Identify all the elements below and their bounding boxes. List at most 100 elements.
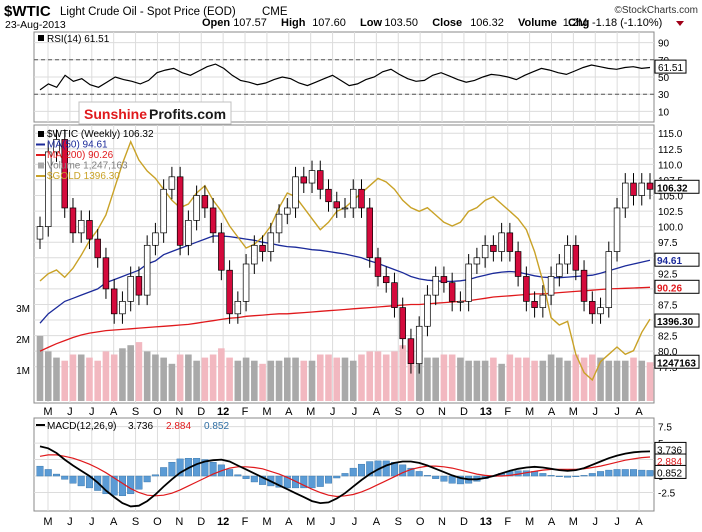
price-legend-item: $WTIC (Weekly) 106.32 xyxy=(47,129,154,140)
x-label-J: J xyxy=(352,406,358,418)
volume-bar xyxy=(589,354,596,401)
macd-hist-bar xyxy=(52,473,60,477)
candle-body xyxy=(605,251,613,308)
x-label-S: S xyxy=(395,516,402,528)
price-tick-label: 102.5 xyxy=(658,207,683,218)
rsi-tick-label: 50 xyxy=(658,73,670,84)
macd-hist-bar xyxy=(621,469,629,477)
volume-tick-label: 1M xyxy=(16,366,30,377)
volume-bars xyxy=(36,335,654,401)
candle-body xyxy=(135,276,143,296)
macd-hist-bar xyxy=(423,475,431,477)
volume-bar xyxy=(86,357,93,401)
macd-hist-bar xyxy=(102,475,110,495)
candles xyxy=(36,129,654,374)
macd-hist-bar xyxy=(555,475,563,477)
macd-hist-bar xyxy=(613,469,621,477)
candle-body xyxy=(366,207,373,259)
macd-tick-label: 7.5 xyxy=(658,423,672,434)
macd-hist-bar xyxy=(572,475,580,477)
macd-hist-bar xyxy=(646,470,654,477)
volume-bar xyxy=(94,360,101,401)
macd-line xyxy=(39,445,651,508)
volume-bar xyxy=(490,357,497,401)
candle-body xyxy=(556,263,563,277)
candle-body xyxy=(61,139,68,209)
candle-body xyxy=(102,257,110,290)
volume-bar xyxy=(152,354,159,401)
price-tick-label: 100.0 xyxy=(658,223,683,234)
macd-hist-bar xyxy=(160,467,168,477)
chart-description: Light Crude Oil - Spot Price (EOD) xyxy=(60,6,236,18)
x-label-M: M xyxy=(306,516,315,528)
macd-hist-bar xyxy=(176,458,184,477)
candle-body xyxy=(374,257,382,277)
macd-hist-bar xyxy=(259,475,267,485)
ohlc-volume-value: 1.2M xyxy=(563,17,587,29)
rsi-legend: RSI(14) 61.51 xyxy=(47,34,110,45)
volume-bar xyxy=(556,357,563,401)
candle-body xyxy=(465,263,472,302)
volume-legend-marker xyxy=(38,162,44,169)
x-label-J: J xyxy=(330,406,336,418)
volume-bar xyxy=(531,360,538,401)
macd-hist-bar xyxy=(168,461,176,477)
macd-hist-bar xyxy=(448,475,456,484)
x-label-A: A xyxy=(373,516,381,528)
volume-bar xyxy=(102,351,110,401)
x-label-J: J xyxy=(593,406,599,418)
volume-tick-label: 3M xyxy=(16,304,30,315)
volume-bar xyxy=(391,351,398,401)
macd-hist-bar xyxy=(341,473,349,477)
macd-hist-bar xyxy=(226,469,234,477)
x-label-D: D xyxy=(460,516,468,528)
x-label-J: J xyxy=(614,406,620,418)
macd-hist-bar xyxy=(300,475,308,489)
rsi-tag-box xyxy=(654,59,687,74)
ohlc-bar: Open 107.57 High 107.60 Low 103.50 Close 106.32… xyxy=(202,17,684,29)
chg-down-arrow-icon xyxy=(676,21,684,26)
x-label-M: M xyxy=(306,406,315,418)
volume-bar xyxy=(366,351,374,401)
gold-tag-box xyxy=(654,313,700,328)
candle-body xyxy=(119,301,126,315)
price-tick-label: 87.5 xyxy=(658,300,678,311)
price-tags: 106.32 94.61 90.26 1396.30 1247163 xyxy=(654,179,700,369)
volume-bar xyxy=(77,354,85,401)
candle-body xyxy=(36,226,44,240)
macd-hist-bar xyxy=(283,475,291,489)
x-label-O: O xyxy=(153,516,162,528)
candle-body xyxy=(168,176,176,190)
volume-bar xyxy=(226,357,233,401)
macd-hist-bar xyxy=(456,475,464,485)
x-label-D: D xyxy=(197,406,205,418)
volume-tick-label: 2M xyxy=(16,335,30,346)
candle-body xyxy=(572,244,580,271)
chart-symbol: $WTIC xyxy=(4,3,51,20)
volume-bar xyxy=(564,360,571,401)
macd-legend-value: 0.852 xyxy=(204,421,229,432)
volume-bar xyxy=(201,357,209,401)
macd-hist-bar xyxy=(69,475,77,484)
volume-bar xyxy=(514,357,522,401)
volume-bar xyxy=(284,357,291,401)
x-label-M: M xyxy=(569,406,578,418)
candle-body xyxy=(440,276,448,284)
x-label-S: S xyxy=(395,406,402,418)
candle-body xyxy=(597,307,604,315)
candle-body xyxy=(185,220,192,246)
macd-hist-bar xyxy=(415,471,423,477)
macd-hist-bar xyxy=(597,471,605,477)
volume-bar xyxy=(267,360,275,401)
volume-bar xyxy=(613,360,621,401)
candle-body xyxy=(308,170,316,184)
macd-hist-bar xyxy=(234,474,242,477)
candle-body xyxy=(226,269,233,315)
volume-bar xyxy=(333,357,341,401)
candle-body xyxy=(251,244,258,265)
candle-body xyxy=(457,301,464,303)
candle-body xyxy=(242,263,250,302)
volume-bar xyxy=(605,360,613,401)
rsi-tick-label: 10 xyxy=(658,107,670,118)
ohlc-low-value: 103.50 xyxy=(384,17,418,29)
